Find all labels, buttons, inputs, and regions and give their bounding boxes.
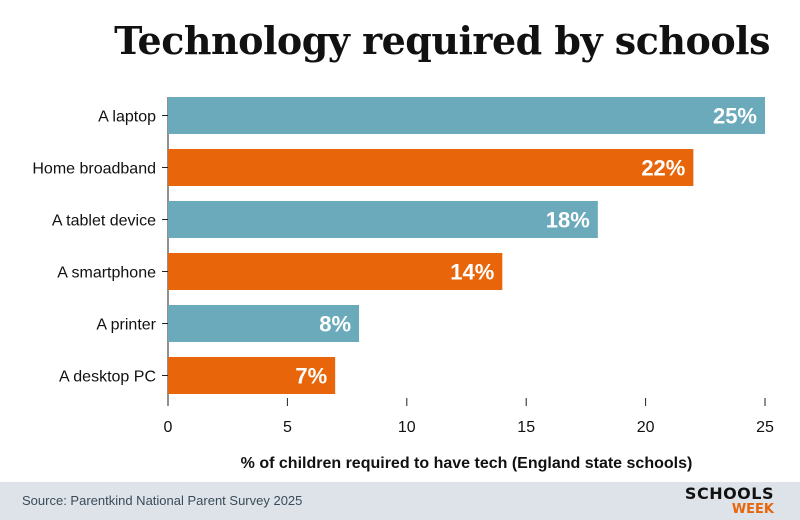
category-label: A printer (96, 317, 156, 334)
x-tick-label: 15 (517, 419, 535, 436)
x-tick-label: 20 (637, 419, 655, 436)
x-tick-label: 5 (283, 419, 292, 436)
category-label: A tablet device (52, 213, 156, 230)
data-label: 7% (295, 364, 327, 389)
data-label: 18% (546, 208, 590, 233)
x-tick-label: 25 (756, 419, 774, 436)
data-label: 25% (713, 104, 757, 129)
bar (168, 305, 360, 342)
data-label: 8% (319, 312, 351, 337)
x-tick-label: 0 (164, 419, 173, 436)
data-label: 14% (450, 260, 494, 285)
bar-chart: A laptop 25% Home broadband 22% A tablet dev… (32, 97, 774, 472)
category-label: A desktop PC (59, 369, 156, 386)
bar (168, 97, 765, 134)
category-label: A smartphone (57, 265, 156, 282)
logo-bottom-text: WEEK (731, 502, 774, 517)
chart-title: Technology required by schools (114, 18, 770, 63)
category-label: Home broadband (32, 161, 156, 178)
data-label: 22% (641, 156, 685, 181)
category-label: A laptop (98, 109, 156, 126)
x-tick-label: 10 (398, 419, 416, 436)
bar (168, 149, 694, 186)
source-note: Source: Parentkind National Parent Surve… (22, 493, 303, 508)
footer: Source: Parentkind National Parent Surve… (0, 482, 800, 520)
x-axis-title: % of children required to have tech (Eng… (241, 455, 693, 472)
bar (168, 253, 503, 290)
bar (168, 357, 336, 394)
logo-top-text: SCHOOLS (684, 484, 774, 503)
bar (168, 201, 598, 238)
schools-week-logo: SCHOOLS WEEK (654, 484, 774, 517)
